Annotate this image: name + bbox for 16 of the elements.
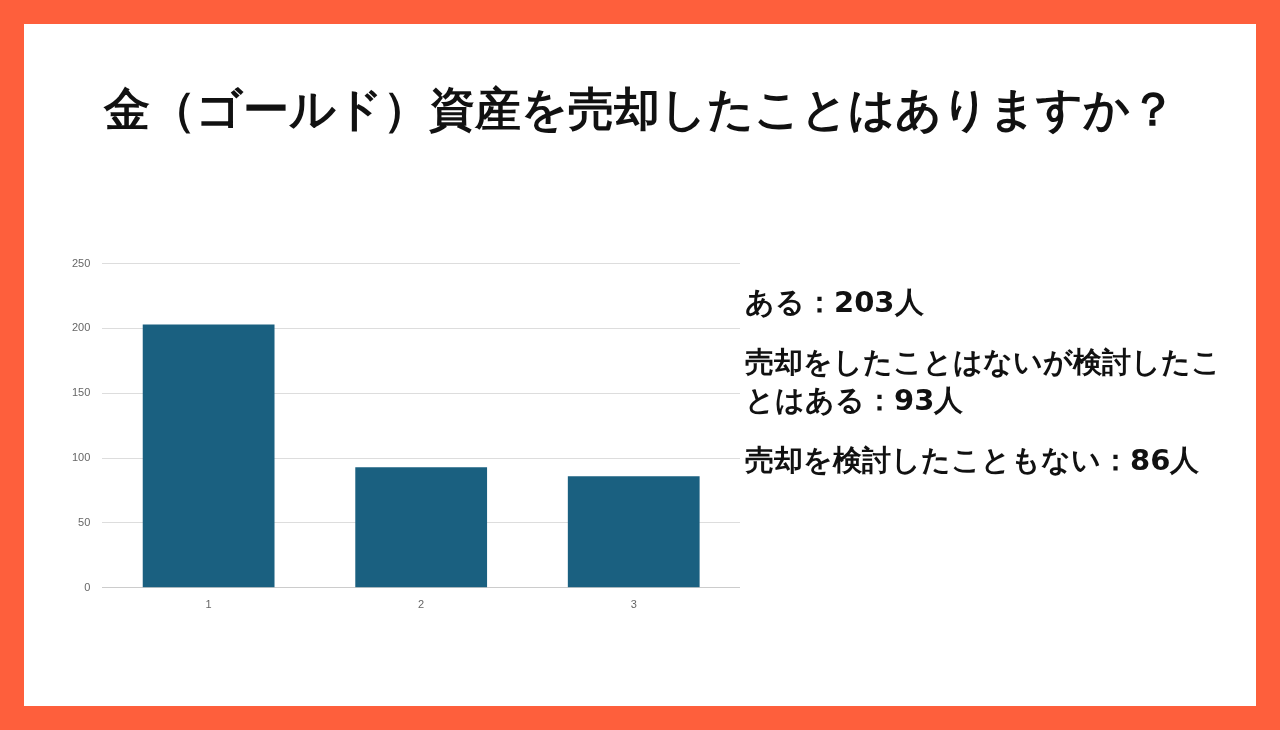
x-tick-label: 1: [205, 598, 212, 611]
text: ある：203人: [745, 284, 925, 321]
y-tick-label: 250: [71, 256, 91, 269]
chart-title: 金（ゴールド）資産を売却したことはありますか？: [102, 81, 1177, 138]
bar: [567, 476, 700, 588]
y-tick-label: 100: [71, 451, 91, 464]
bar: [142, 324, 275, 588]
x-tick-label: 2: [418, 598, 425, 611]
text: 売却をしたことはないが検討したことはある：93人: [745, 344, 1222, 419]
y-tick-label: 150: [71, 386, 91, 399]
x-tick-label: 3: [630, 598, 637, 611]
text: 売却を検討したこともない：86人: [745, 442, 1201, 479]
y-tick-label: 50: [78, 515, 91, 528]
y-tick-label: 0: [84, 580, 91, 593]
y-tick-label: 200: [71, 321, 91, 334]
bar: [355, 467, 488, 588]
